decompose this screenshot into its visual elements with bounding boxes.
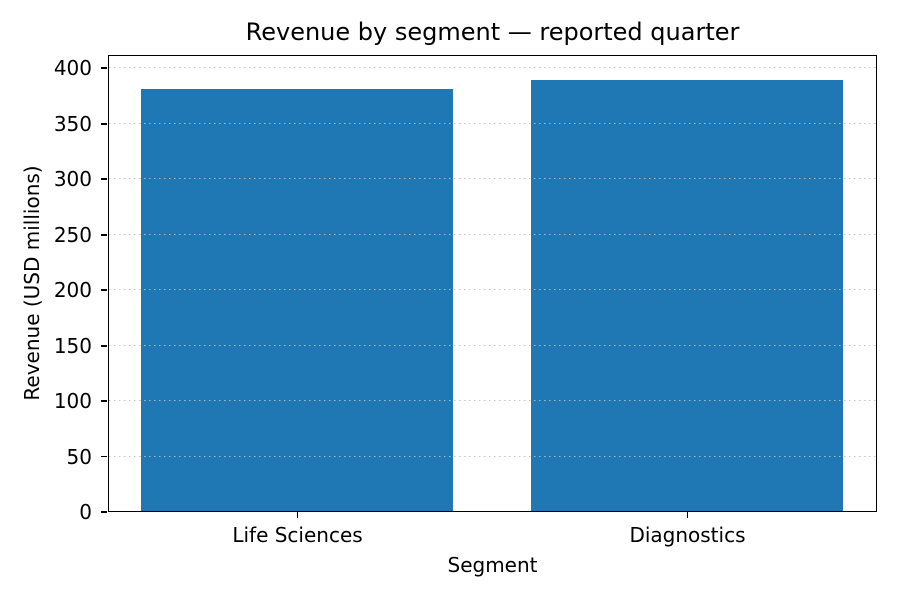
- y-tick-mark: [101, 122, 107, 125]
- y-gridline: [109, 122, 876, 124]
- y-tick-label: 150: [53, 333, 92, 358]
- y-tick-label: 300: [53, 167, 92, 192]
- y-tick-mark: [101, 344, 107, 347]
- chart-title: Revenue by segment — reported quarter: [245, 18, 740, 46]
- y-tick-label: 400: [53, 56, 92, 81]
- y-gridline: [109, 178, 876, 180]
- x-tick-mark: [296, 512, 299, 518]
- y-tick-label: 100: [53, 389, 92, 414]
- y-tick-mark: [101, 289, 107, 292]
- x-tick-label-diagnostics: Diagnostics: [629, 523, 746, 547]
- y-tick-mark: [101, 511, 107, 513]
- y-gridline: [109, 344, 876, 346]
- y-gridline: [109, 233, 876, 235]
- y-tick-label: 50: [66, 444, 92, 469]
- y-axis-label: Revenue (USD millions): [20, 165, 44, 401]
- y-tick-mark: [101, 400, 107, 402]
- y-gridline: [109, 289, 876, 291]
- y-gridline: [109, 400, 876, 402]
- y-gridline: [109, 67, 876, 69]
- x-axis-label: Segment: [447, 553, 538, 577]
- plot-area: [108, 55, 877, 512]
- y-tick-label: 250: [53, 222, 92, 247]
- x-tick-label-life-sciences: Life Sciences: [232, 523, 363, 547]
- y-tick-mark: [101, 455, 107, 458]
- x-tick-mark: [686, 512, 689, 518]
- y-tick-label: 200: [53, 278, 92, 303]
- y-tick-label: 350: [53, 111, 92, 136]
- bar-diagnostics: [530, 79, 843, 511]
- y-tick-mark: [101, 178, 107, 181]
- y-tick-label: 0: [79, 500, 92, 524]
- bar-life-sciences: [141, 88, 453, 511]
- y-gridline: [109, 455, 876, 457]
- y-tick-mark: [101, 233, 107, 236]
- y-tick-mark: [101, 67, 107, 70]
